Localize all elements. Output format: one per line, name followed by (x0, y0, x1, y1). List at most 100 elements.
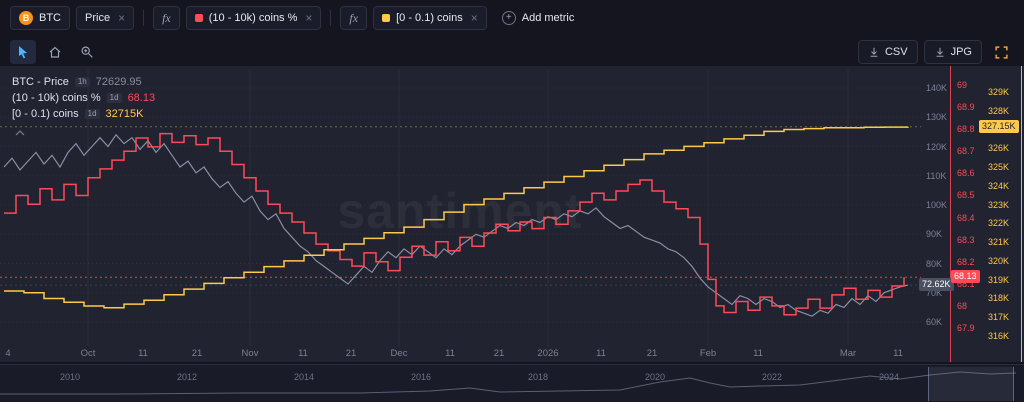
axis-tick-label: 329K (988, 87, 1010, 97)
x-axis-label: Mar (839, 348, 857, 359)
fx-button-2[interactable]: fx (340, 6, 368, 30)
x-axis[interactable]: 4 Oct 11 21 Nov 11 21 Dec 11 21 2026 11 21 Feb 11 Mar 11 (0, 348, 921, 360)
x-axis-label: 2026 (537, 348, 559, 359)
legend-row-10-10k[interactable]: (10 - 10k) coins % 1d 68.13 (12, 92, 155, 104)
x-axis-label: 21 (191, 348, 203, 359)
x-axis-label: Nov (241, 348, 259, 359)
remove-metric-icon[interactable]: × (470, 11, 478, 25)
download-icon (870, 47, 878, 57)
x-axis-label: Oct (80, 348, 96, 359)
legend-row-price[interactable]: BTC - Price 1h 72629.95 (12, 76, 155, 88)
timeline-year-label: 2016 (410, 372, 432, 382)
timeline-year-label: 2020 (644, 372, 666, 382)
axis-tick-label: 317K (988, 312, 1010, 322)
axis-tick-label: 328K (988, 106, 1010, 116)
x-axis-label: Dec (390, 348, 408, 359)
legend-value: 68.13 (127, 92, 156, 104)
axis-tick-label: 70K (926, 288, 943, 298)
axis-tick-label: 68.5 (957, 190, 975, 200)
axis-tick-label: 60K (926, 317, 943, 327)
percent-axis-line (950, 66, 951, 362)
legend-name: (10 - 10k) coins % (12, 92, 101, 104)
y-axis-price[interactable]: 140K 130K 120K 110K 100K 90K 80K 70K 60K (922, 70, 950, 346)
axis-tick-label: 316K (988, 331, 1010, 341)
fx-icon: fx (162, 10, 171, 25)
axis-tick-label: 68.1 (957, 279, 975, 289)
cursor-tool-button[interactable] (10, 40, 36, 64)
timeline-slider[interactable]: 2010 2012 2014 2016 2018 2020 2022 2024 (0, 364, 1024, 402)
timeline-brush[interactable] (928, 367, 1014, 401)
metric-chip-label: [0 - 0.1) coins (396, 12, 463, 24)
axis-tick-label: 318K (988, 293, 1010, 303)
left-tools (10, 40, 100, 64)
download-icon (936, 47, 944, 57)
x-axis-label: 4 (5, 348, 11, 359)
metric-chip-label: (10 - 10k) coins % (208, 12, 298, 24)
legend-row-0-01[interactable]: [0 - 0.1) coins 1d 32715K (12, 108, 155, 120)
axis-tick-label: 68.9 (957, 102, 975, 112)
fullscreen-button[interactable] (988, 40, 1014, 64)
x-axis-label: 21 (646, 348, 658, 359)
axis-tick-label: 68.6 (957, 168, 975, 178)
asset-symbol: BTC (39, 12, 61, 24)
axis-tick-label: 140K (926, 83, 948, 93)
metric-color-swatch-red (194, 14, 203, 22)
toolbar-divider (330, 10, 332, 26)
asset-chip-btc[interactable]: B BTC (10, 6, 70, 30)
legend-collapse-button[interactable] (14, 124, 155, 142)
metric-chip-10-10k-coins[interactable]: (10 - 10k) coins % × (185, 6, 322, 30)
price-metric-chip[interactable]: Price × (76, 6, 135, 30)
axis-value-badge: 68.13 (951, 270, 980, 283)
legend-name: BTC - Price (12, 76, 69, 88)
x-axis-label: 11 (893, 348, 903, 359)
remove-metric-icon[interactable]: × (305, 11, 313, 25)
download-csv-button[interactable]: CSV (857, 40, 918, 64)
cursor-icon (19, 46, 27, 59)
x-axis-label: 11 (138, 348, 148, 359)
y-axis-coins[interactable]: 329K328K327K326K325K324K323K322K321K320K… (984, 70, 1020, 346)
bitcoin-icon: B (19, 11, 33, 25)
coins-axis-line (1021, 66, 1022, 362)
home-icon (49, 46, 61, 58)
chart-panel (0, 66, 1024, 362)
axis-tick-label: 68 (957, 301, 968, 311)
add-metric-button[interactable]: + Add metric (493, 6, 584, 30)
interval-badge[interactable]: 1d (106, 93, 122, 103)
home-zoom-button[interactable] (42, 40, 68, 64)
axis-tick-label: 326K (988, 143, 1010, 153)
timeline-year-label: 2018 (527, 372, 549, 382)
price-chip-label: Price (85, 12, 111, 24)
axis-tick-label: 322K (988, 218, 1010, 228)
axis-tick-label: 90K (926, 229, 943, 239)
chart-canvas[interactable] (0, 70, 921, 346)
add-metric-label: Add metric (521, 12, 575, 24)
zoom-tool-button[interactable] (74, 40, 100, 64)
chevron-up-icon (15, 130, 25, 136)
fx-button-1[interactable]: fx (153, 6, 180, 30)
axis-tick-label: 67.9 (957, 323, 975, 333)
magnifier-plus-icon (81, 46, 93, 58)
remove-price-icon[interactable]: × (118, 11, 126, 25)
axis-tick-label: 80K (926, 259, 943, 269)
legend-name: [0 - 0.1) coins (12, 108, 79, 120)
axis-tick-label: 68.7 (957, 146, 975, 156)
axis-tick-label: 321K (988, 237, 1010, 247)
timeline-year-label: 2022 (761, 372, 783, 382)
x-axis-label: 21 (345, 348, 357, 359)
metric-chip-0-01-coins[interactable]: [0 - 0.1) coins × (373, 6, 487, 30)
axis-tick-label: 319K (988, 275, 1010, 285)
axis-tick-label: 324K (988, 181, 1010, 191)
axis-tick-label: 69 (957, 80, 968, 90)
x-axis-label: Feb (699, 348, 717, 359)
timeline-year-label: 2024 (878, 372, 900, 382)
chart-tools-row: CSV JPG (0, 38, 1024, 66)
metrics-toolbar: B BTC Price × fx (10 - 10k) coins % × fx… (0, 0, 1024, 36)
y-axis-percent[interactable]: 69 68.9 68.8 68.7 68.6 68.5 68.4 68.3 68.2 68.1 68… (953, 70, 979, 346)
axis-tick-label: 323K (988, 200, 1010, 210)
timeline-year-label: 2014 (293, 372, 315, 382)
download-jpg-button[interactable]: JPG (923, 40, 982, 64)
interval-badge[interactable]: 1h (74, 77, 90, 87)
interval-badge[interactable]: 1d (84, 109, 100, 119)
right-tools: CSV JPG (857, 40, 1014, 64)
